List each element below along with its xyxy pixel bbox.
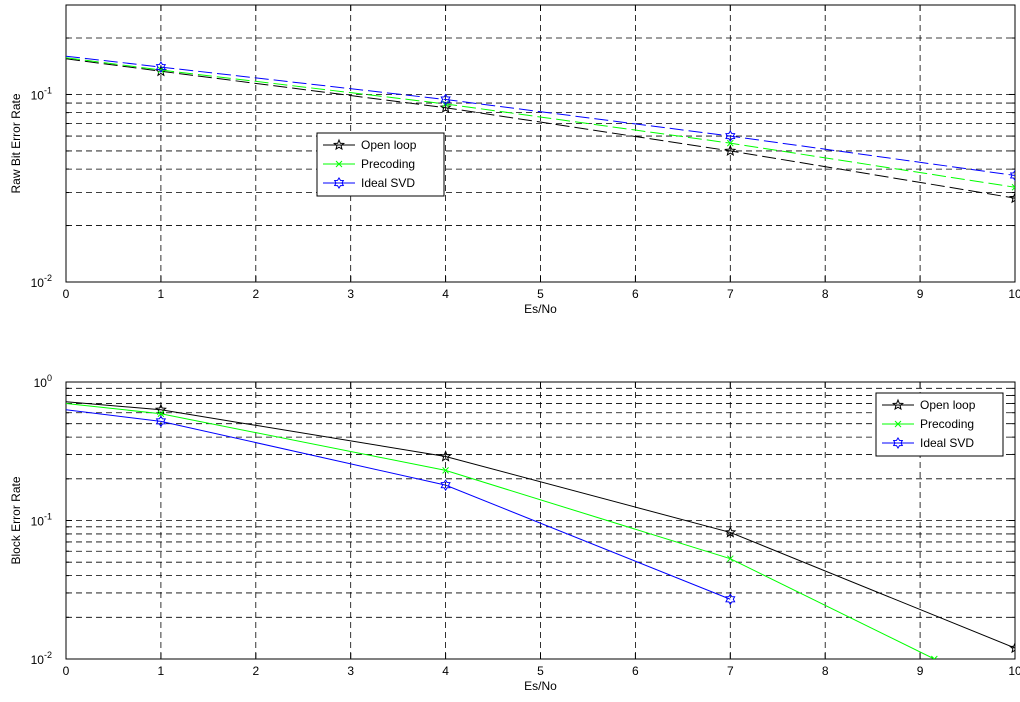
data-point-open-loop [1008,191,1015,204]
legend-label: Ideal SVD [361,176,415,190]
legend-marker [891,398,905,411]
x-tick-label: 4 [442,287,449,301]
x-axis-label: Es/No [524,679,557,693]
series-line-open-loop [66,58,1015,199]
x-tick-label: 9 [917,287,924,301]
x-tick-label: 6 [632,287,639,301]
y-tick-label: 10-2 [31,650,52,667]
legend: Open loop Precoding Ideal SVD [875,392,1004,457]
data-point-precoding [157,410,165,418]
x-axis-label: Es/No [524,302,557,316]
series-group [66,55,1015,204]
legend-marker [894,420,902,428]
x-tick-label: 4 [442,664,449,678]
data-point-ideal-svd [725,593,736,606]
chart-1: 0 1 2 3 4 5 6 7 8 9 10 10-2 10-1 Es/No Raw Bit Error R… [9,4,1020,316]
legend-marker [335,160,343,168]
ticks [65,382,1016,660]
legend-marker [332,138,346,151]
legend: Open loop Precoding Ideal SVD [316,132,445,197]
legend-label: Precoding [361,157,415,171]
data-point-ideal-svd [155,415,167,428]
grid [66,382,1015,659]
y-tick-label: 100 [34,373,52,390]
data-point-precoding [726,555,734,563]
legend-label: Ideal SVD [920,436,974,450]
x-tick-label: 7 [727,664,734,678]
series-line-open-loop [66,401,1015,649]
series-line-ideal-svd [66,55,1015,176]
data-point-ideal-svd [1009,169,1015,182]
data-point-ideal-svd [440,479,451,492]
legend-label: Precoding [920,417,974,431]
y-tick-label: 10-1 [31,512,52,529]
data-point-open-loop [154,403,167,415]
series-line-ideal-svd [66,409,731,600]
x-tick-label: 10 [1008,287,1020,301]
data-point-precoding [726,139,734,147]
x-tick-label: 5 [537,287,544,301]
legend-label: Open loop [361,138,417,152]
y-axis-label: Raw Bit Error Rate [9,93,23,193]
data-point-open-loop [1008,641,1015,654]
x-tick-label: 8 [822,664,829,678]
y-axis-label: Block Error Rate [9,476,23,564]
x-tick-label: 2 [252,287,259,301]
grid [66,5,1015,282]
x-tick-label: 3 [347,287,354,301]
data-point-precoding [157,66,165,74]
x-tick-label: 6 [632,664,639,678]
legend-marker [333,177,345,189]
y-tick-label: 10-1 [31,85,52,102]
data-point-open-loop [724,144,737,157]
series-group [66,401,1015,659]
chart-2: 0 1 2 3 4 5 6 7 8 9 10 10-2 10-1 100 Es/No Block Error … [9,373,1020,693]
x-tick-label: 3 [347,664,354,678]
data-point-precoding [930,655,938,659]
data-point-precoding [1011,183,1015,191]
y-tick-label: 10-2 [31,273,52,290]
data-point-ideal-svd [440,93,451,106]
legend-label: Open loop [920,398,976,412]
x-tick-label: 0 [63,664,70,678]
ticks [65,5,1016,283]
x-tick-label: 5 [537,664,544,678]
x-tick-label: 10 [1008,664,1020,678]
x-tick-label: 8 [822,287,829,301]
x-tick-label: 1 [158,287,165,301]
data-point-ideal-svd [155,61,167,74]
data-point-open-loop [439,450,452,462]
x-tick-label: 9 [917,664,924,678]
data-point-ideal-svd [725,130,736,143]
data-point-open-loop [439,101,452,113]
x-tick-label: 2 [252,664,259,678]
x-tick-label: 1 [158,664,165,678]
x-tick-label: 7 [727,287,734,301]
x-tick-label: 0 [63,287,70,301]
legend-marker [892,437,904,449]
data-point-precoding [442,467,449,474]
data-point-open-loop [724,526,737,538]
